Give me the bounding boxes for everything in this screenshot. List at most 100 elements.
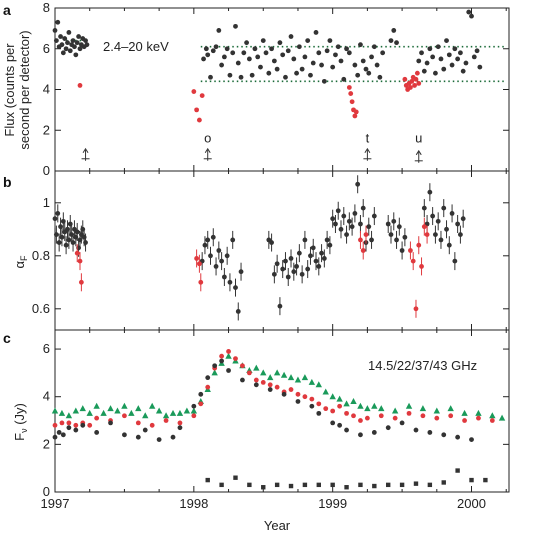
panel-b-point	[344, 232, 349, 238]
panel-c-point	[427, 430, 433, 435]
panel-b-point	[358, 221, 363, 227]
panel-a-point	[446, 52, 452, 58]
panel-a-point	[219, 62, 225, 68]
panel-b-point	[269, 240, 274, 245]
panel-a-ytick-label: 6	[43, 41, 50, 56]
panel-a-point	[380, 50, 386, 56]
panel-b-point	[65, 226, 70, 232]
panel-c-point	[56, 430, 62, 435]
panel-b-point	[296, 250, 302, 256]
panel-c-ylabel-sub: ν	[19, 428, 29, 433]
panel-b-point	[391, 218, 397, 224]
panel-b-point	[67, 221, 73, 227]
panel-b-point	[216, 248, 222, 253]
panel-a-point	[477, 64, 483, 70]
panel-b-point	[321, 256, 327, 261]
panel-a-point	[413, 76, 419, 82]
panel-a-point	[294, 70, 299, 76]
panel-c-point	[315, 381, 322, 388]
panel-c-point	[498, 414, 506, 421]
panel-b-point	[294, 264, 299, 269]
panel-c-point	[225, 352, 232, 359]
panel-b-ylabel: αF	[12, 255, 29, 269]
panel-c-point	[260, 369, 267, 376]
panel-b-point	[455, 221, 461, 227]
panel-c-point	[253, 377, 259, 383]
panel-b-point	[196, 261, 202, 267]
panel-c-point	[336, 395, 343, 402]
panel-a-point	[67, 48, 73, 54]
panel-a-point	[369, 54, 374, 60]
panel-c-point	[344, 427, 349, 433]
panel-c-point	[385, 425, 391, 431]
panel-b-point	[421, 205, 427, 211]
panel-a-point	[269, 46, 274, 52]
panel-a-point	[452, 46, 458, 52]
panel-c-point	[219, 358, 225, 364]
panel-b-point	[58, 224, 63, 230]
panel-c-point	[316, 482, 321, 488]
panel-a-point	[441, 66, 447, 72]
panel-a-point	[310, 60, 316, 66]
panel-c-ylabel: Fν (Jy)	[12, 403, 29, 441]
panel-c-point	[274, 384, 280, 390]
panel-b-point	[78, 279, 84, 285]
panel-c-point	[212, 363, 218, 369]
panel-c-point	[148, 402, 156, 409]
panel-b-point	[355, 181, 361, 187]
panel-c-point	[79, 405, 86, 412]
panel-c-point	[372, 483, 377, 489]
x-tick-label: 1999	[318, 496, 347, 511]
panel-c-point	[302, 394, 308, 400]
panel-c-point	[323, 406, 329, 412]
panel-a-point	[377, 74, 383, 80]
panel-a-point	[258, 64, 263, 70]
panel-a-marker-label: t	[366, 130, 370, 145]
panel-b-point	[221, 274, 227, 280]
panel-c-point	[274, 482, 280, 488]
panel-c-point	[135, 405, 142, 412]
panel-c-point	[94, 415, 100, 421]
panel-a-point	[327, 38, 333, 43]
panel-a-point	[72, 44, 77, 50]
panel-c-point	[177, 425, 183, 431]
panel-a-point	[52, 28, 58, 33]
panel-a-point	[63, 46, 69, 52]
x-tick-label: 1998	[179, 496, 208, 511]
panel-a-point	[430, 54, 436, 60]
panel-c-point	[281, 391, 287, 397]
panel-b-point	[446, 242, 452, 248]
panel-a-point	[194, 107, 200, 113]
panel-b-point	[346, 218, 352, 224]
panel-a-point	[283, 74, 288, 80]
panel-b-point	[235, 309, 241, 314]
panel-c-frequency-annotation: 14.5/22/37/43 GHz	[368, 358, 477, 373]
panel-a-point	[458, 50, 463, 56]
panel-a-frame	[54, 7, 510, 172]
panel-a-point	[348, 91, 354, 96]
panel-c-point	[135, 434, 141, 440]
panel-c-point	[183, 407, 191, 414]
panel-b-ytick-label: 0.8	[32, 248, 50, 263]
panel-a-point	[191, 89, 197, 94]
panel-c-point	[413, 427, 419, 433]
panel-b-ytick-label: 1	[43, 195, 50, 210]
panel-a-point	[421, 68, 427, 74]
panel-b-point	[299, 271, 305, 277]
panel-c-point	[288, 387, 294, 392]
panel-b-point	[202, 242, 208, 248]
panel-c-point	[246, 370, 252, 376]
panel-c-point	[170, 434, 176, 440]
panel-c-ytick-label: 6	[43, 341, 50, 356]
panel-a-ylabel-line1: Flux (counts per	[2, 43, 17, 137]
panel-c-point	[330, 408, 336, 414]
panel-a-point	[60, 50, 66, 56]
panel-c-point	[386, 482, 391, 488]
panel-a-point	[266, 70, 272, 76]
panel-a-point	[302, 54, 308, 60]
panel-b-point	[349, 224, 355, 230]
panel-c-point	[489, 412, 496, 419]
panel-b-point	[291, 269, 297, 275]
panel-c-point	[351, 413, 356, 419]
panel-c-point	[163, 418, 169, 423]
